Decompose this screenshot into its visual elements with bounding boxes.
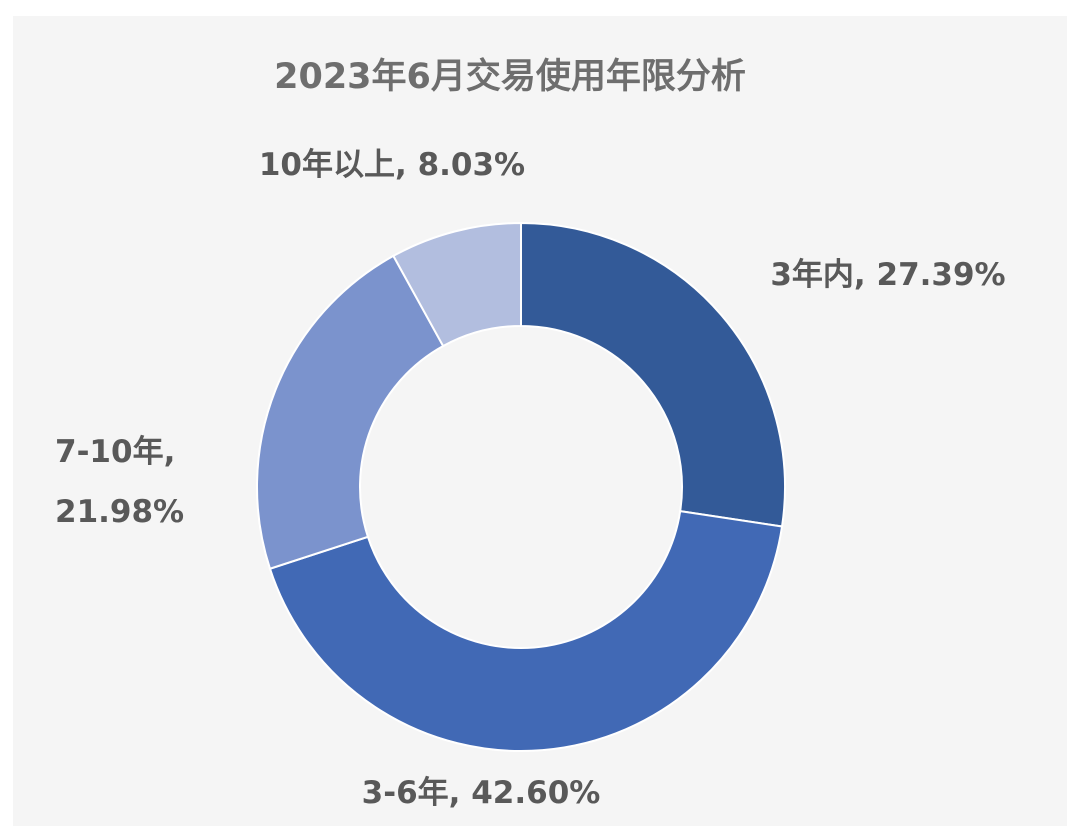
donut-slice-1 — [268, 509, 784, 752]
donut-slices — [256, 221, 786, 752]
data-labels: 3年内, 27.39% 3-6年, 42.60% 7-10年, 21.98% 10年以上… — [55, 147, 1006, 811]
donut-slice-0 — [520, 221, 786, 528]
data-label-0: 3年内, 27.39% — [770, 257, 1005, 293]
donut-slice-2 — [256, 254, 445, 570]
data-label-1: 3-6年, 42.60% — [362, 775, 601, 811]
donut-slice-3 — [392, 221, 522, 348]
chart-title: 2023年6月交易使用年限分析 — [274, 56, 746, 97]
data-label-2-value: 21.98% — [55, 494, 184, 530]
data-label-2-category: 7-10年, — [55, 434, 175, 470]
data-label-3: 10年以上, 8.03% — [259, 147, 525, 183]
